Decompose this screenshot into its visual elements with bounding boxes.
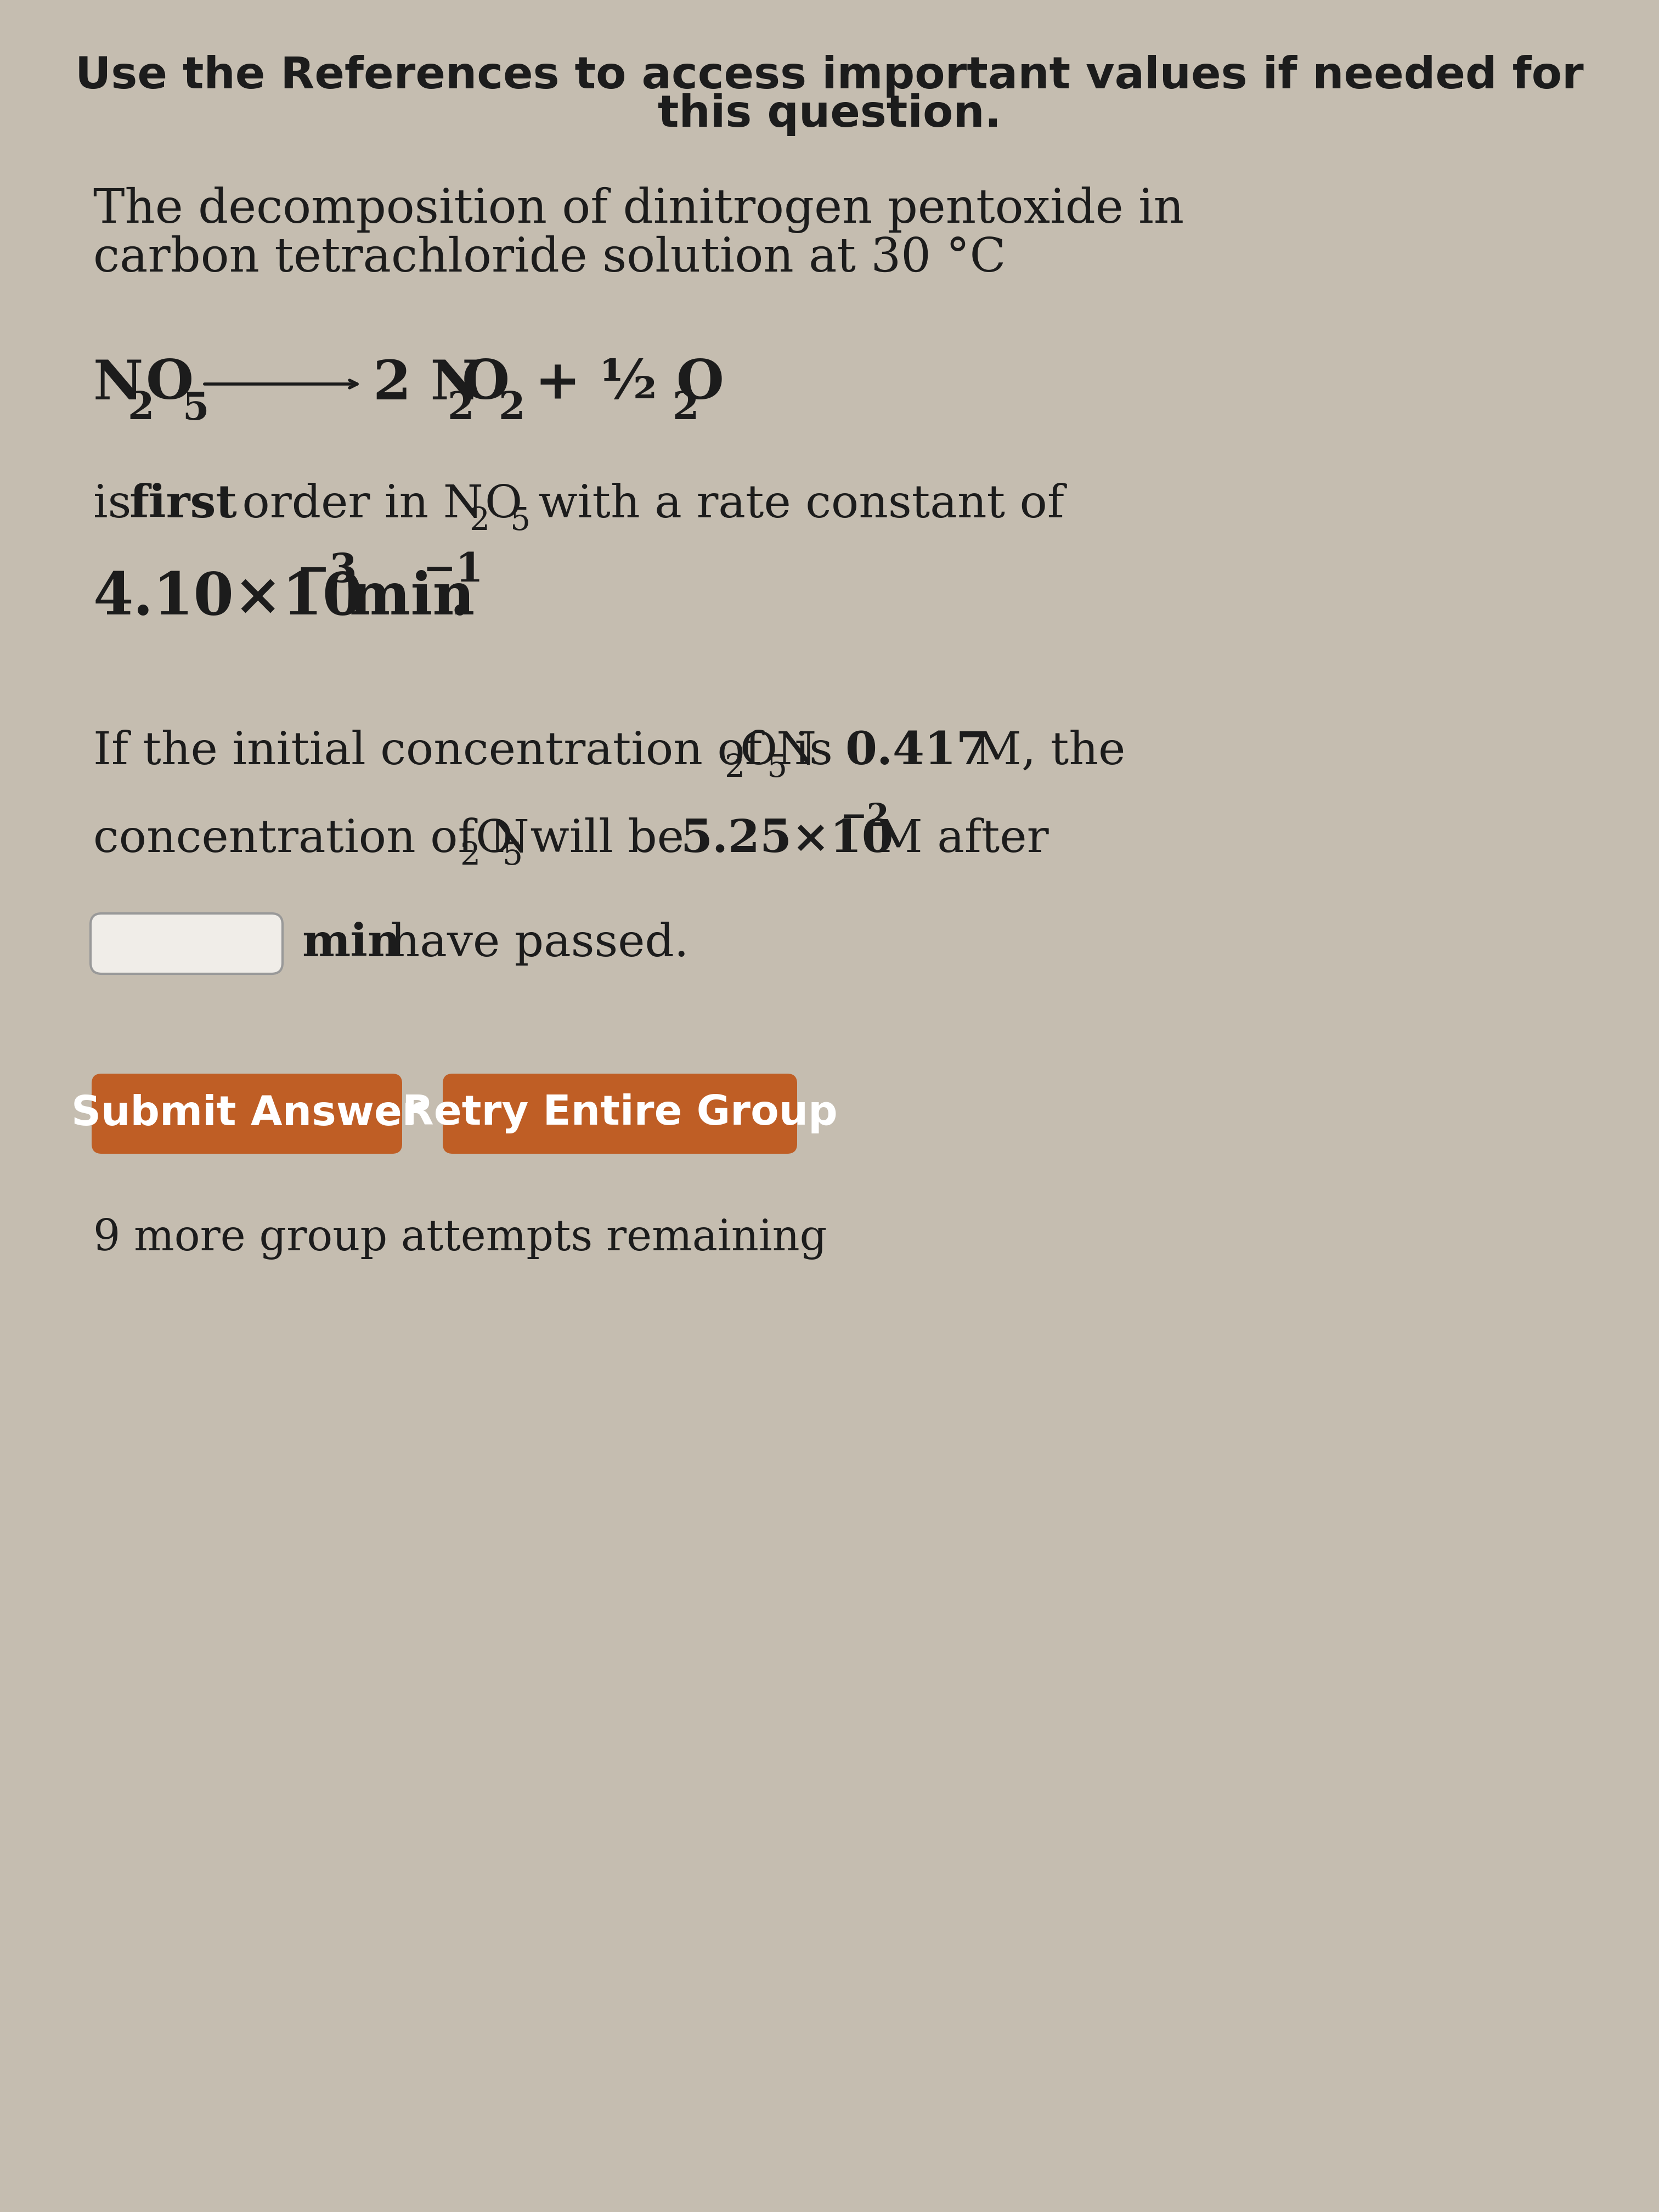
Text: Retry Entire Group: Retry Entire Group (401, 1093, 838, 1135)
Text: O: O (146, 358, 194, 411)
Text: 2: 2 (460, 841, 479, 872)
Text: order in N: order in N (227, 482, 483, 526)
Text: concentration of N: concentration of N (93, 818, 529, 860)
Text: 9 more group attempts remaining: 9 more group attempts remaining (93, 1219, 826, 1259)
Text: 2: 2 (672, 389, 698, 427)
Text: O: O (461, 358, 509, 411)
Text: −2: −2 (841, 803, 889, 832)
Text: Use the References to access important values if needed for: Use the References to access important v… (75, 55, 1584, 97)
Text: is: is (780, 730, 848, 774)
Text: If the initial concentration of N: If the initial concentration of N (93, 730, 816, 774)
Text: 4.10×10: 4.10×10 (93, 571, 363, 626)
Text: O: O (484, 482, 523, 526)
Text: .: . (450, 571, 469, 626)
Text: M after: M after (861, 818, 1048, 860)
Text: 2 N: 2 N (373, 358, 481, 411)
Text: 5.25×10: 5.25×10 (680, 818, 894, 860)
Text: will be: will be (516, 818, 698, 860)
Text: 0.417: 0.417 (844, 730, 987, 774)
Text: 5: 5 (503, 841, 523, 872)
Text: 5: 5 (766, 752, 788, 783)
Text: M, the: M, the (961, 730, 1125, 774)
Text: 5: 5 (511, 507, 531, 538)
Text: with a rate constant of: with a rate constant of (524, 482, 1063, 526)
Text: N: N (93, 358, 143, 411)
Text: 5: 5 (182, 389, 209, 427)
Text: O: O (740, 730, 776, 774)
Text: −3: −3 (297, 551, 357, 591)
Text: this question.: this question. (657, 93, 1002, 137)
FancyBboxPatch shape (91, 1073, 401, 1155)
FancyBboxPatch shape (443, 1073, 796, 1155)
Text: carbon tetrachloride solution at 30 °C: carbon tetrachloride solution at 30 °C (93, 237, 1005, 281)
Text: 2: 2 (128, 389, 154, 427)
Text: 2: 2 (498, 389, 524, 427)
Text: first: first (129, 482, 237, 526)
Text: 2: 2 (469, 507, 489, 538)
Text: The decomposition of dinitrogen pentoxide in: The decomposition of dinitrogen pentoxid… (93, 186, 1185, 232)
Text: min: min (328, 571, 474, 626)
Text: −1: −1 (423, 551, 483, 591)
Text: is: is (93, 482, 146, 526)
Text: + ½ O: + ½ O (516, 358, 723, 411)
Text: O: O (474, 818, 513, 860)
FancyBboxPatch shape (91, 914, 282, 973)
Text: min: min (302, 922, 401, 967)
Text: 2: 2 (448, 389, 474, 427)
Text: 2: 2 (725, 752, 745, 783)
Text: Submit Answer: Submit Answer (71, 1093, 423, 1135)
Text: have passed.: have passed. (377, 922, 688, 967)
